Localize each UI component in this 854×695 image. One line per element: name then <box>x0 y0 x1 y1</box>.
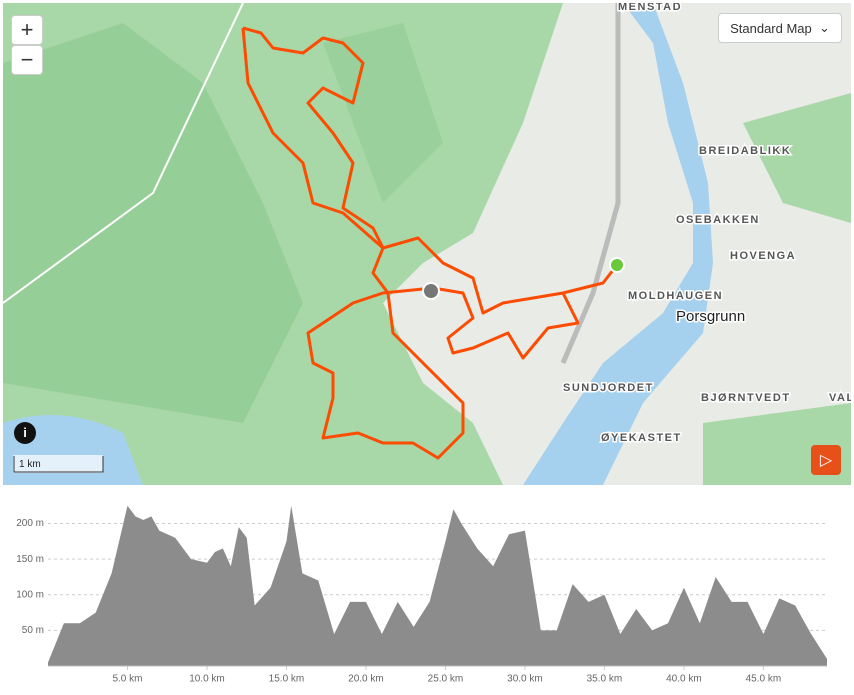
play-button[interactable]: ▷ <box>811 445 841 475</box>
x-tick-label: 5.0 km <box>112 674 142 685</box>
map-canvas: MENSTAD BREIDABLIKK OSEBAKKEN HOVENGA MO… <box>3 3 851 485</box>
y-tick-label: 100 m <box>16 589 44 600</box>
zoom-in[interactable]: + <box>11 15 43 45</box>
place-label: BJØRNTVEDT <box>701 392 791 404</box>
place-label: SUNDJORDET <box>563 382 654 394</box>
map-style-label: Standard Map <box>730 20 812 36</box>
place-label: HOVENGA <box>730 250 796 262</box>
y-tick-label: 150 m <box>16 554 44 565</box>
x-tick-label: 45.0 km <box>746 674 782 685</box>
x-tick-label: 10.0 km <box>189 674 225 685</box>
place-label: ØYEKASTET <box>601 432 682 444</box>
place-label: MOLDHAUGEN <box>628 290 723 302</box>
x-tick-label: 40.0 km <box>666 674 702 685</box>
y-tick-label: 50 m <box>22 625 44 636</box>
x-tick-label: 20.0 km <box>348 674 384 685</box>
place-label: BREIDABLIKK <box>699 145 791 157</box>
elevation-chart: 50 m 100 m 150 m 200 m 5.0 km 10.0 km 15.0 km 2… <box>16 505 827 685</box>
x-tick-label: 30.0 km <box>507 674 543 685</box>
map-style-select[interactable]: Standard Map ⌄ <box>718 13 842 43</box>
place-label: MENSTAD <box>618 3 682 13</box>
place-label: OSEBAKKEN <box>676 214 760 226</box>
zoom-out[interactable]: − <box>11 45 43 75</box>
x-tick-label: 15.0 km <box>269 674 305 685</box>
info-icon: i <box>23 425 27 440</box>
scale-label: 1 km <box>19 459 41 470</box>
city-label: Porsgrunn <box>676 308 745 325</box>
map[interactable]: MENSTAD BREIDABLIKK OSEBAKKEN HOVENGA MO… <box>3 3 851 485</box>
y-tick-label: 200 m <box>16 518 44 529</box>
x-tick-label: 25.0 km <box>428 674 464 685</box>
elevation-area <box>48 505 827 666</box>
info-button[interactable] <box>14 422 36 444</box>
scale-box <box>13 455 103 473</box>
x-tick-label: 35.0 km <box>587 674 623 685</box>
scale-bar <box>13 456 104 473</box>
place-label: VAL <box>829 392 851 404</box>
